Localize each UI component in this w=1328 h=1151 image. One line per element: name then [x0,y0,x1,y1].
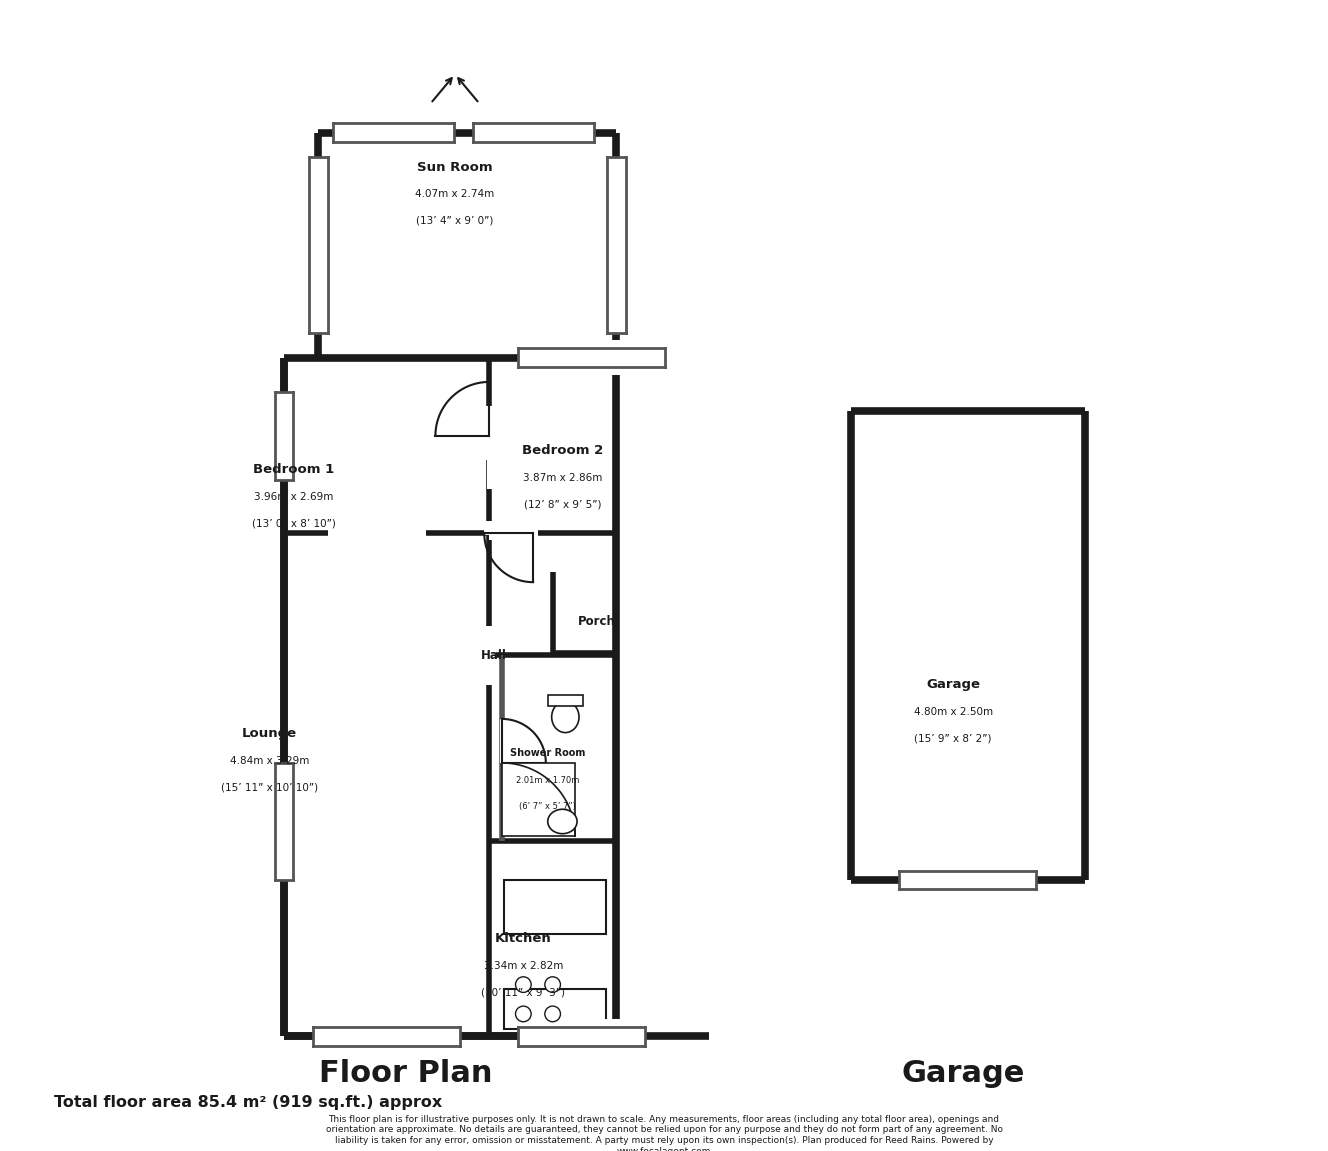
Ellipse shape [547,809,578,833]
Text: (6’ 7” x 5’ 7”): (6’ 7” x 5’ 7”) [519,802,576,811]
Ellipse shape [551,701,579,732]
Bar [333,115,454,151]
Bar [328,526,426,540]
Text: (15’ 9” x 8’ 2”): (15’ 9” x 8’ 2”) [915,733,992,744]
Circle shape [544,977,560,992]
Text: 4.07m x 2.74m: 4.07m x 2.74m [416,190,494,199]
Bar [850,411,1085,881]
Text: Floor Plan: Floor Plan [319,1059,493,1088]
Bar [547,694,583,707]
Text: Shower Room: Shower Room [510,748,586,759]
Text: Bedroom 2: Bedroom 2 [522,444,603,457]
Bar [319,132,616,358]
Text: liability is taken for any error, omission or misstatement. A party must rely up: liability is taken for any error, omissi… [335,1136,993,1145]
Bar [485,520,533,535]
Bar [313,1019,459,1054]
Text: Hall: Hall [481,649,507,662]
Text: 4.80m x 2.50m: 4.80m x 2.50m [914,707,993,717]
Text: (13’ 4” x 9’ 0”): (13’ 4” x 9’ 0”) [416,215,494,226]
Bar [482,406,495,460]
Text: Sun Room: Sun Room [417,160,493,174]
Text: (10’ 11” x 9’ 3”): (10’ 11” x 9’ 3”) [481,988,566,998]
Text: (13’ 0” x 8’ 10”): (13’ 0” x 8’ 10”) [252,519,336,528]
Text: Porch: Porch [578,615,616,627]
Text: Garage: Garage [902,1059,1025,1088]
Bar [502,763,575,836]
Text: Garage: Garage [926,678,980,692]
Text: (12’ 8” x 9’ 5”): (12’ 8” x 9’ 5”) [523,500,602,509]
Text: Kitchen: Kitchen [495,932,551,945]
Bar [518,1019,645,1054]
Text: 2.01m x 1.70m: 2.01m x 1.70m [517,776,579,785]
Circle shape [515,1006,531,1022]
Bar [518,340,665,375]
Bar [300,158,336,333]
Text: orientation are approximate. No details are guaranteed, they cannot be relied up: orientation are approximate. No details … [325,1126,1003,1134]
Text: www.focalagent.com: www.focalagent.com [616,1146,712,1151]
Bar [473,115,594,151]
Bar [487,435,502,489]
Text: This floor plan is for illustrative purposes only. It is not drawn to scale. Any: This floor plan is for illustrative purp… [328,1114,1000,1123]
Text: (15’ 11” x 10’ 10”): (15’ 11” x 10’ 10”) [220,783,317,792]
Circle shape [515,977,531,992]
Circle shape [544,1006,560,1022]
Bar [599,158,633,333]
Text: Total floor area 85.4 m² (919 sq.ft.) approx: Total floor area 85.4 m² (919 sq.ft.) ap… [54,1096,442,1111]
Text: Bedroom 1: Bedroom 1 [254,464,335,477]
Bar [899,862,1036,898]
Text: 3.34m x 2.82m: 3.34m x 2.82m [483,961,563,971]
Bar [267,391,301,480]
Bar [499,719,514,763]
Bar [284,358,709,1036]
Bar [503,881,607,933]
Bar [482,626,495,685]
Text: Lounge: Lounge [242,727,297,740]
Text: 3.96m x 2.69m: 3.96m x 2.69m [254,493,333,502]
Bar [503,990,607,1029]
Bar [489,526,538,540]
Text: 3.87m x 2.86m: 3.87m x 2.86m [523,473,602,482]
Bar [267,763,301,881]
Text: 4.84m x 3.29m: 4.84m x 3.29m [230,756,309,765]
